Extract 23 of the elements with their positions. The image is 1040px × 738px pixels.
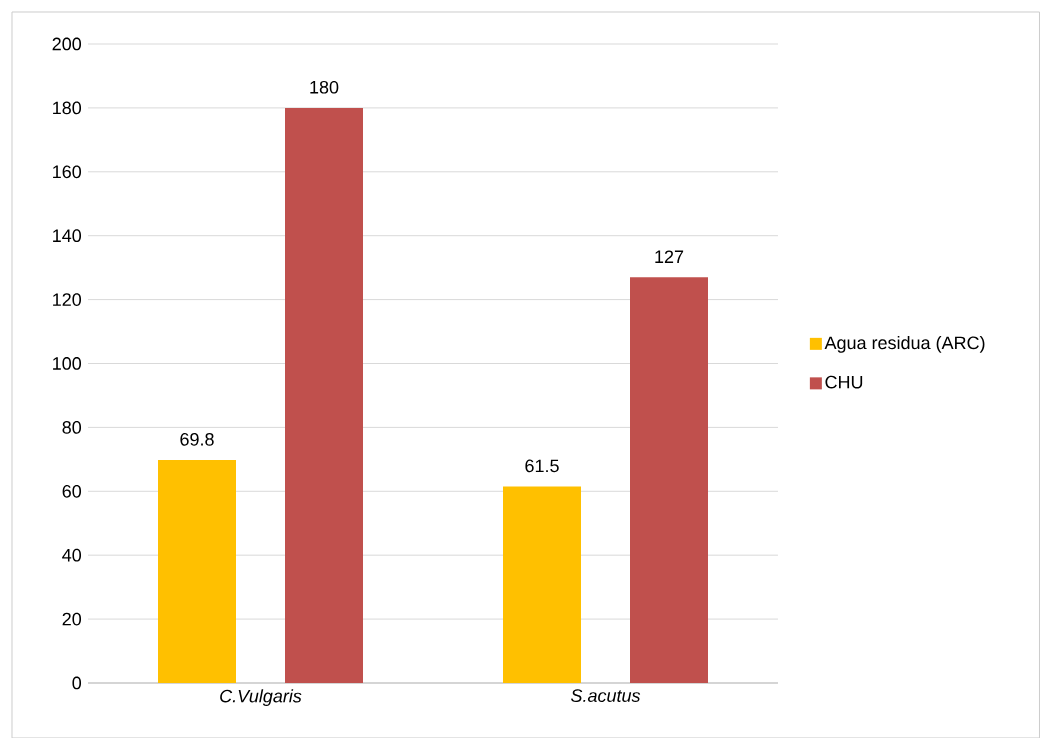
y-tick-label: 100 bbox=[53, 357, 82, 370]
y-tick-label: 160 bbox=[53, 165, 82, 179]
data-label: 180 bbox=[310, 80, 339, 94]
x-tick-label: S.acutus bbox=[570, 689, 641, 702]
legend-label: CHU bbox=[825, 375, 863, 389]
y-tick-label: 140 bbox=[53, 229, 82, 243]
bar bbox=[630, 277, 708, 683]
x-tick-label: C.Vulgaris bbox=[220, 689, 302, 707]
y-tick-label: 200 bbox=[52, 37, 82, 51]
y-tick-label: 120 bbox=[53, 293, 82, 306]
y-tick-label: 20 bbox=[62, 612, 82, 626]
bar bbox=[503, 486, 581, 683]
data-label: 61.5 bbox=[525, 459, 559, 473]
data-label: 69.8 bbox=[180, 432, 214, 446]
data-label: 127 bbox=[655, 250, 684, 263]
bar bbox=[285, 107, 363, 683]
y-tick-label: 0 bbox=[72, 676, 82, 690]
y-tick-label: 40 bbox=[62, 548, 82, 562]
legend-label: Agua residua (ARC) bbox=[824, 335, 985, 353]
y-tick-label: 60 bbox=[62, 484, 82, 498]
y-tick-label: 80 bbox=[62, 421, 82, 434]
y-tick-label: 180 bbox=[53, 101, 82, 115]
bar bbox=[158, 459, 236, 683]
